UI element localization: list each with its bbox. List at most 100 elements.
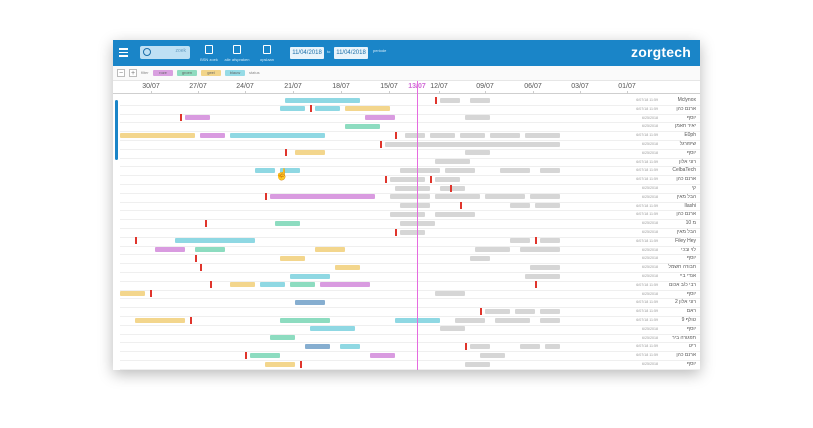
appointment-bar[interactable]	[230, 132, 325, 138]
vertical-scrollbar[interactable]	[115, 100, 118, 160]
appointment-bar[interactable]	[135, 317, 185, 323]
table-row[interactable]: 6/07/18 11:59 רוני אלון 2	[120, 298, 700, 309]
appointment-bar[interactable]	[385, 141, 560, 147]
appointment-bar[interactable]	[540, 238, 560, 244]
appointment-bar[interactable]	[510, 238, 530, 244]
appointment-bar[interactable]	[500, 167, 530, 173]
alert-marker[interactable]	[535, 237, 537, 245]
appointment-bar[interactable]	[320, 282, 370, 288]
appointment-bar[interactable]	[400, 167, 440, 173]
appointment-bar[interactable]	[435, 291, 465, 297]
appointment-bar[interactable]	[285, 97, 360, 103]
table-row[interactable]: 6/07/18 11:59 ריט	[120, 342, 700, 353]
appointment-bar[interactable]	[345, 123, 380, 129]
table-row[interactable]: 6/07/18 11:59 ארנם כהן	[120, 351, 700, 361]
appointment-bar[interactable]	[270, 194, 375, 200]
export-button[interactable]: BSN zoek	[197, 45, 221, 63]
expand-button[interactable]: alle afspraken	[225, 45, 249, 63]
alert-marker[interactable]	[465, 342, 467, 350]
table-row[interactable]: 6/25/2018 יוסף	[120, 325, 700, 335]
save-button[interactable]: opslaan	[255, 45, 279, 63]
appointment-bar[interactable]	[520, 343, 540, 349]
appointment-bar[interactable]	[445, 167, 475, 173]
appointment-bar[interactable]	[470, 255, 490, 261]
alert-marker[interactable]	[135, 237, 137, 245]
appointment-bar[interactable]	[305, 343, 330, 349]
appointment-bar[interactable]	[435, 211, 475, 217]
menu-icon[interactable]	[119, 48, 128, 57]
table-row[interactable]: 6/07/18 11:59 רוני אלון	[120, 158, 700, 168]
alert-marker[interactable]	[395, 228, 397, 236]
alert-marker[interactable]	[200, 263, 202, 271]
appointment-bar[interactable]	[470, 343, 490, 349]
appointment-bar[interactable]	[280, 317, 330, 323]
appointment-bar[interactable]	[185, 115, 210, 121]
appointment-bar[interactable]	[200, 132, 225, 138]
appointment-bar[interactable]	[155, 247, 185, 253]
appointment-bar[interactable]	[485, 194, 525, 200]
appointment-bar[interactable]	[175, 238, 255, 244]
table-row[interactable]: 6/07/18 11:59 ארנם כהן	[120, 210, 700, 221]
table-row[interactable]: 6/25/2018 לוי ובכי	[120, 246, 700, 256]
table-row[interactable]: 6/25/2018 תפגורה ביר	[120, 334, 700, 344]
alert-marker[interactable]	[385, 175, 387, 183]
appointment-bar[interactable]	[250, 352, 280, 358]
appointment-bar[interactable]	[290, 273, 330, 279]
appointment-bar[interactable]	[470, 97, 490, 103]
appointment-bar[interactable]	[525, 132, 560, 138]
alert-marker[interactable]	[450, 184, 452, 192]
alert-marker[interactable]	[190, 316, 192, 324]
appointment-bar[interactable]	[540, 167, 560, 173]
appointment-bar[interactable]	[280, 106, 305, 112]
appointment-bar[interactable]	[545, 343, 560, 349]
alert-marker[interactable]	[435, 96, 437, 104]
table-row[interactable]: 6/07/18 11:59 E0ph	[120, 131, 700, 141]
alert-marker[interactable]	[180, 114, 182, 122]
table-row[interactable]: 6/07/18 11:59 ראם	[120, 307, 700, 317]
table-row[interactable]: 6/07/18 11:59 Filey Hey	[120, 237, 700, 247]
appointment-bar[interactable]	[390, 176, 425, 182]
legend-chip-pink[interactable]: roze	[153, 70, 173, 76]
alert-marker[interactable]	[265, 193, 267, 201]
alert-marker[interactable]	[205, 219, 207, 227]
table-row[interactable]: 6/07/18 11:59 ארנם כהן	[120, 105, 700, 115]
appointment-bar[interactable]	[465, 115, 490, 121]
appointment-bar[interactable]	[120, 132, 195, 138]
appointment-bar[interactable]	[260, 282, 285, 288]
appointment-bar[interactable]	[315, 247, 345, 253]
appointment-bar[interactable]	[530, 194, 560, 200]
appointment-bar[interactable]	[525, 273, 560, 279]
appointment-bar[interactable]	[440, 97, 460, 103]
appointment-bar[interactable]	[340, 343, 360, 349]
appointment-bar[interactable]	[495, 317, 530, 323]
appointment-bar[interactable]	[390, 194, 430, 200]
legend-chip-green[interactable]: groen	[177, 70, 197, 76]
table-row[interactable]: 6/25/2018 יוסף	[120, 254, 700, 265]
appointment-bar[interactable]	[515, 308, 535, 314]
table-row[interactable]: 6/25/2018 יוסף	[120, 290, 700, 300]
table-row[interactable]: 6/25/2018 הבל מאין	[120, 193, 700, 203]
appointment-bar[interactable]	[485, 308, 510, 314]
table-row[interactable]: 6/07/18 11:59 Ilashi	[120, 202, 700, 212]
appointment-bar[interactable]	[365, 115, 395, 121]
appointment-bar[interactable]	[315, 106, 340, 112]
alert-marker[interactable]	[310, 105, 312, 113]
alert-marker[interactable]	[380, 140, 382, 148]
zoom-in-button[interactable]: +	[129, 69, 137, 77]
table-row[interactable]: 6/25/2018 קי	[120, 184, 700, 194]
alert-marker[interactable]	[150, 290, 152, 298]
table-row[interactable]: 6/25/2018 אנדי ביי	[120, 272, 700, 282]
appointment-bar[interactable]	[390, 211, 425, 217]
date-to-field[interactable]: 11/04/2018	[334, 47, 368, 59]
appointment-bar[interactable]	[535, 203, 560, 209]
alert-marker[interactable]	[245, 351, 247, 359]
appointment-bar[interactable]	[295, 150, 325, 156]
legend-chip-blue[interactable]: blauw	[225, 70, 245, 76]
appointment-bar[interactable]	[435, 159, 470, 165]
table-row[interactable]: 6/25/2018 יוסף	[120, 360, 700, 370]
appointment-bar[interactable]	[435, 194, 480, 200]
table-row[interactable]: 6/25/2018 יאיר חאמן	[120, 122, 700, 133]
appointment-bar[interactable]	[345, 106, 390, 112]
appointment-bar[interactable]	[490, 132, 520, 138]
alert-marker[interactable]	[300, 360, 302, 368]
